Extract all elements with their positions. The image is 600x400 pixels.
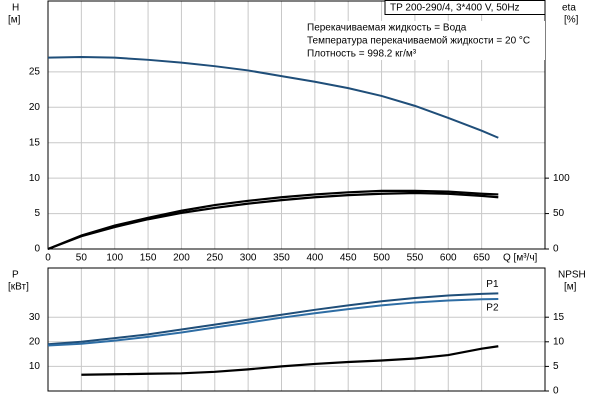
- y-axis-unit: [кВт]: [8, 282, 29, 293]
- x-tick-label: 150: [140, 253, 157, 264]
- annotation-bg: [305, 34, 545, 47]
- x-tick-label: 450: [340, 253, 357, 264]
- y-tick-label: 20: [29, 336, 41, 347]
- y2-tick-label: 15: [553, 312, 565, 323]
- x-tick-label: 350: [273, 253, 290, 264]
- y2-axis-unit: [м]: [564, 282, 577, 293]
- series-label: P2: [486, 303, 499, 314]
- y2-tick-label: 0: [553, 244, 559, 255]
- curve: [81, 345, 499, 376]
- x-tick-label: 250: [206, 253, 223, 264]
- plot-frame: [47, 0, 546, 250]
- annotation: Плотность = 998.2 кг/м³: [307, 49, 417, 60]
- curve: [47, 191, 499, 251]
- curve: [47, 292, 499, 346]
- x-tick-label: 50: [76, 253, 88, 264]
- x-tick-label: 500: [373, 253, 390, 264]
- y-axis-unit: [м]: [8, 15, 21, 26]
- x-tick-label: 100: [106, 253, 123, 264]
- x-axis-label: Q [м³/ч]: [503, 253, 538, 264]
- x-tick-label: 300: [240, 253, 257, 264]
- y-tick-label: 5: [34, 208, 40, 219]
- y2-tick-label: 100: [553, 173, 570, 184]
- x-tick-label: 200: [173, 253, 190, 264]
- curve: [47, 55, 499, 139]
- curve: [47, 189, 499, 251]
- annotation-bg: [305, 47, 545, 60]
- y2-axis-label: eta: [562, 3, 576, 14]
- y-tick-label: 10: [29, 173, 41, 184]
- x-tick-label: 400: [307, 253, 324, 264]
- x-tick-label: 550: [407, 253, 424, 264]
- y-tick-label: 20: [29, 102, 41, 113]
- y2-axis-label: NPSH: [558, 270, 586, 281]
- y-axis-label: H: [12, 3, 19, 14]
- y-tick-label: 10: [29, 361, 41, 372]
- y-tick-label: 25: [29, 66, 41, 77]
- y2-tick-label: 10: [553, 336, 565, 347]
- y2-tick-label: 0: [553, 386, 559, 397]
- title-box: [384, 0, 546, 15]
- x-tick-label: 650: [473, 253, 490, 264]
- y-axis-label: P: [12, 270, 19, 281]
- plot-frame: [47, 267, 546, 392]
- series-label: P1: [486, 279, 499, 290]
- y2-tick-label: 5: [553, 361, 559, 372]
- y-tick-label: 30: [29, 312, 41, 323]
- x-tick-label: 600: [440, 253, 457, 264]
- y-tick-label: 0: [34, 244, 40, 255]
- y2-tick-label: 50: [553, 208, 565, 219]
- annotation: Перекачиваемая жидкость = Вода: [307, 23, 467, 34]
- annotation-bg: [305, 21, 545, 34]
- y2-axis-unit: [%]: [564, 15, 579, 26]
- chart-title: TP 200-290/4, 3*400 V, 50Hz: [390, 3, 520, 14]
- y-tick-label: 15: [29, 137, 41, 148]
- annotation: Температура перекачиваемой жидкости = 20…: [307, 36, 530, 47]
- curve: [47, 297, 499, 347]
- x-tick-label: 0: [45, 253, 51, 264]
